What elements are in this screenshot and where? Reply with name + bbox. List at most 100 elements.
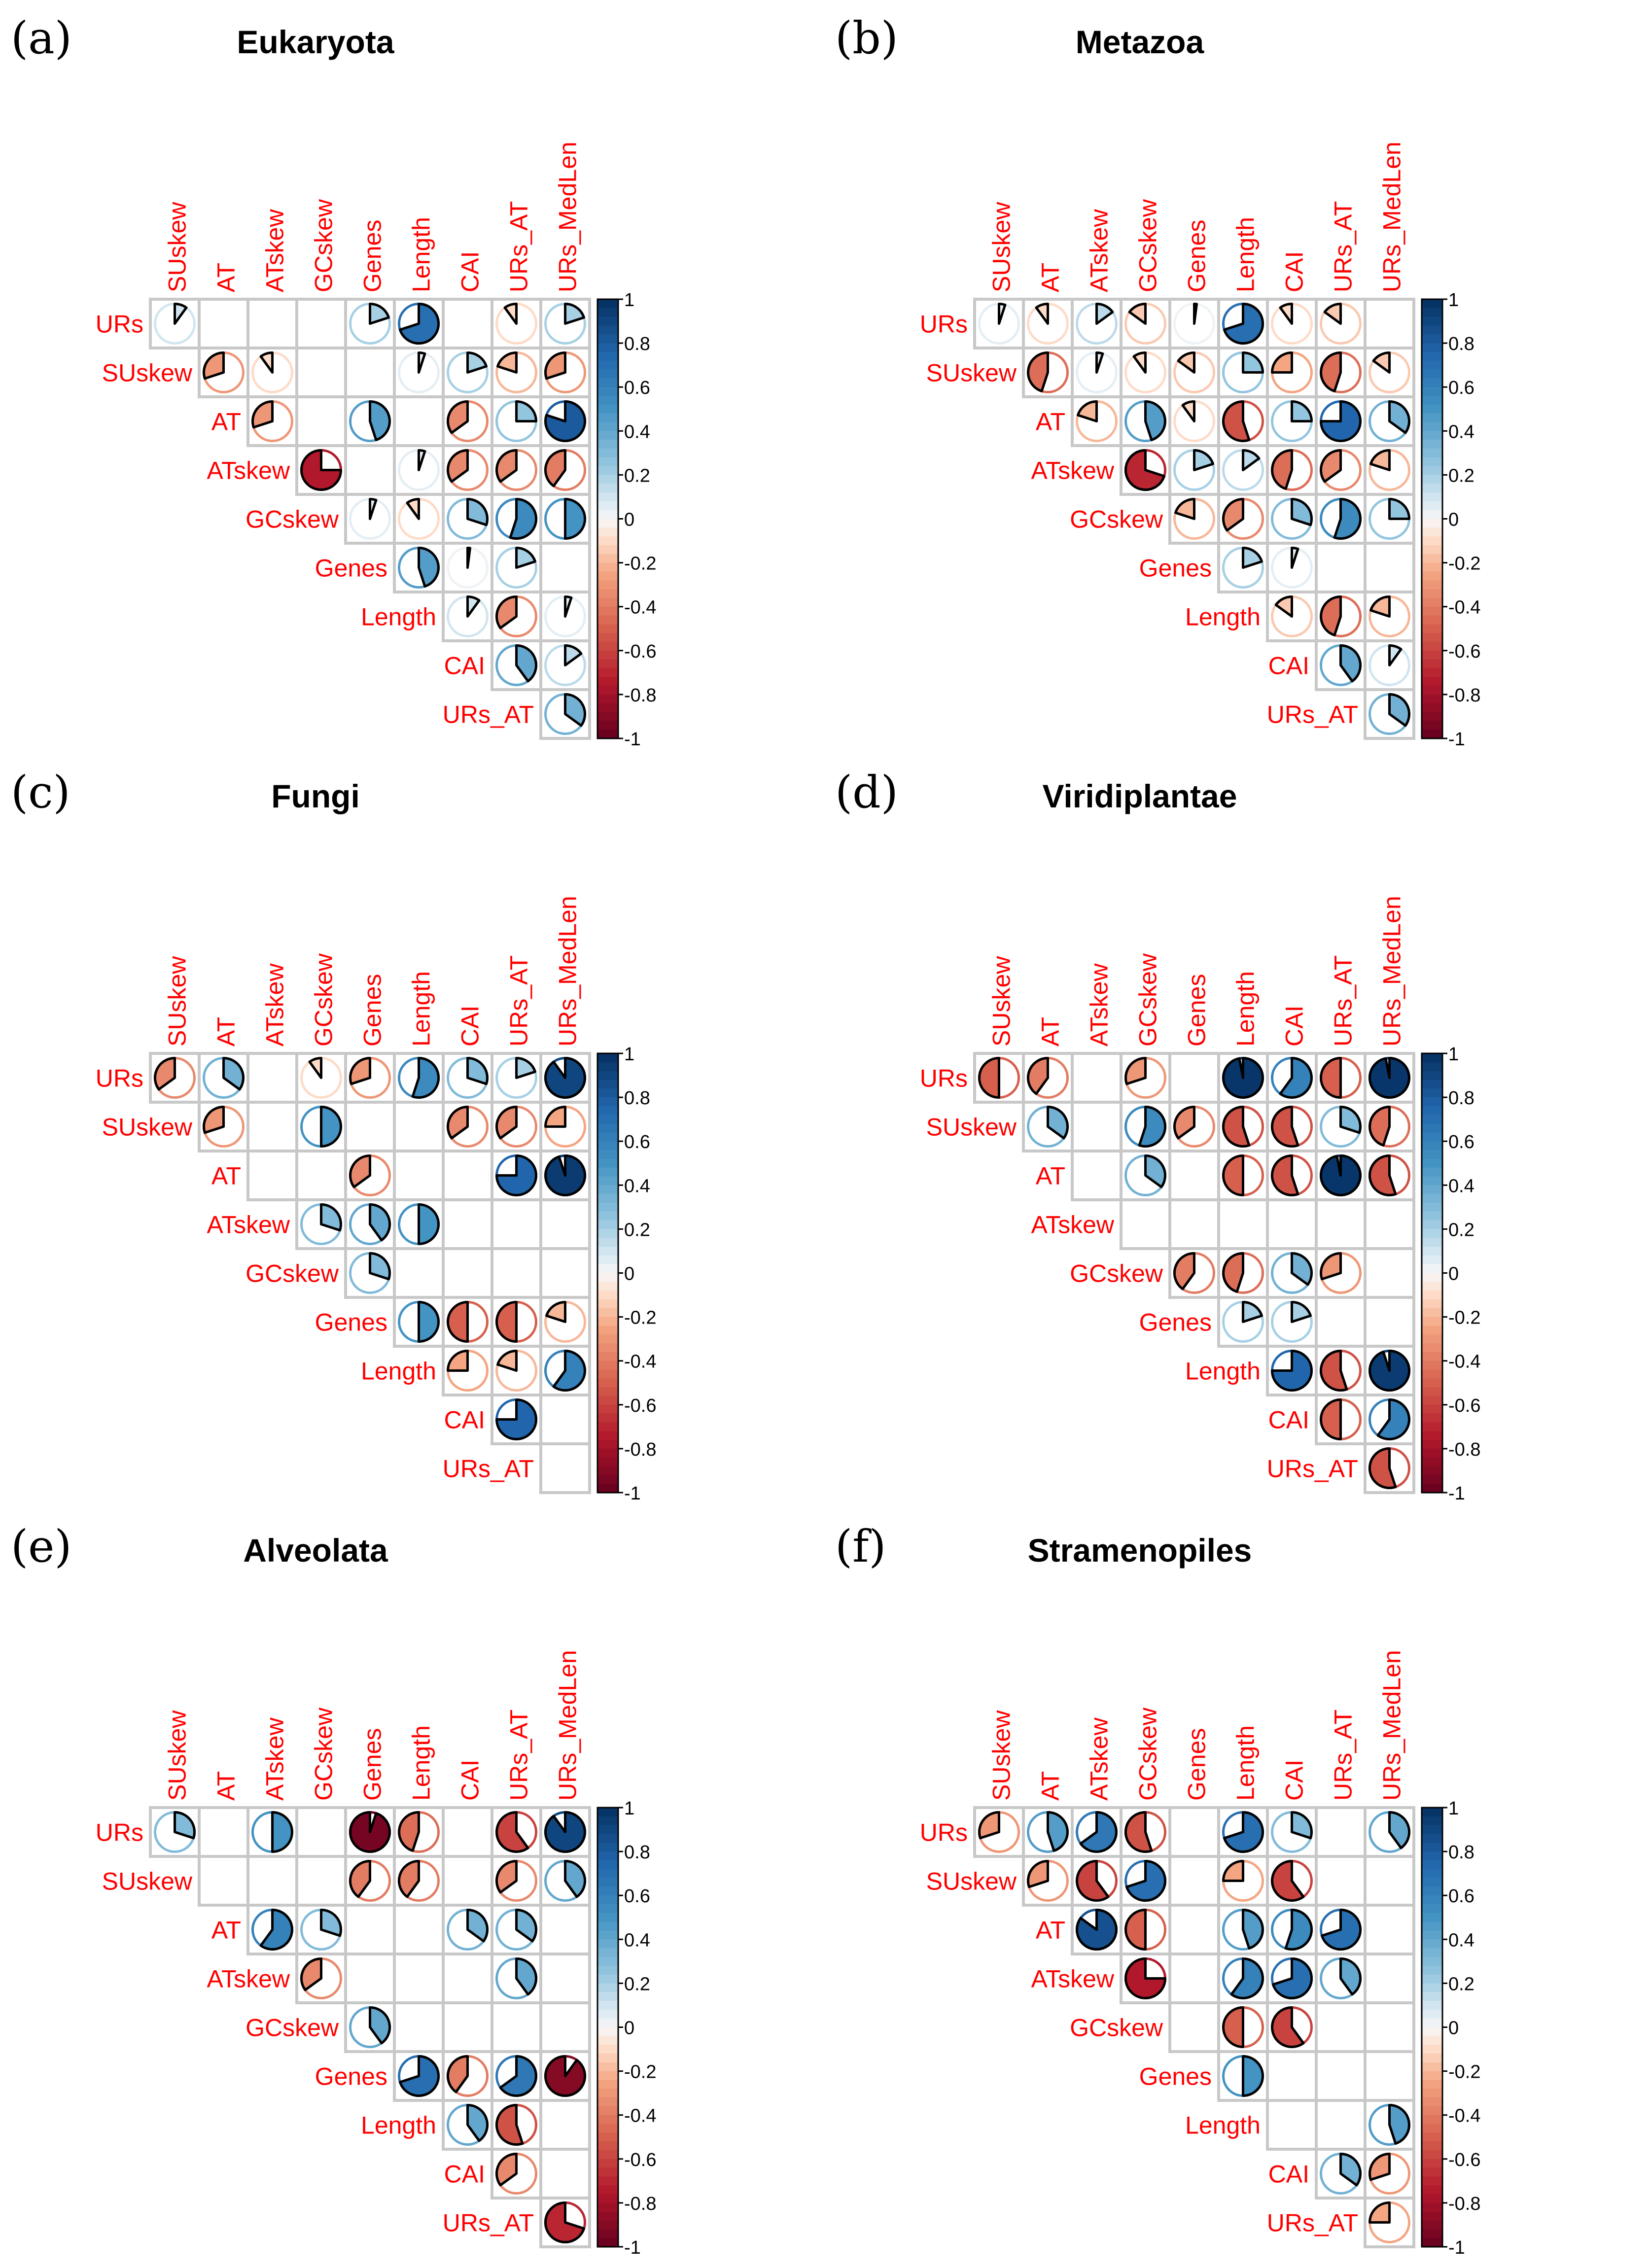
colorbar-segment [1422,1895,1442,1905]
row-label: AT [211,1917,241,1944]
colorbar-segment [1422,1150,1442,1159]
row-label: GCskew [246,2014,339,2042]
correlation-pie [1368,2201,1391,2224]
correlation-pie [1368,1106,1391,1147]
colorbar-segment [597,396,618,405]
colorbar-tick-label: 0.2 [624,1974,650,1994]
colorbar-segment [597,1422,618,1432]
colorbar-tick-label: 0 [624,510,634,530]
correlation-pie [466,351,488,374]
colorbar-segment [1422,1264,1442,1274]
colorbar-segment [597,351,618,361]
row-label: URs [920,1819,968,1847]
colorbar-segment [597,299,618,309]
colorbar-segment [1422,475,1442,485]
colorbar-segment [597,510,618,520]
colorbar-segment [597,650,618,660]
colorbar-segment [597,1475,618,1484]
correlation-pie [1319,1349,1348,1392]
correlation-pie [515,547,536,569]
colorbar-tick-label: -0.4 [1448,597,1480,618]
colorbar-segment [597,1939,618,1949]
column-label: GCskew [310,953,338,1047]
matrix-cell [295,1806,347,1858]
colorbar-tick-label: -1 [1448,729,1465,750]
colorbar-tick-label: -1 [1448,1483,1465,1504]
correlation-pie [1223,1811,1264,1853]
matrix-cell [295,1150,347,1201]
correlation-pie [515,1909,538,1943]
panel-metazoa: (b) Metazoa SUskew AT ATskew GCskew Genes Lengt… [835,12,1480,750]
correlation-pie [496,351,518,374]
colorbar-segment [1422,1202,1442,1212]
colorbar-segment [1422,580,1442,590]
colorbar-tick-label: 1 [1448,1044,1459,1065]
column-label: SUskew [164,956,191,1047]
colorbar-segment [1422,1238,1442,1247]
colorbar-segment [597,1466,618,1476]
colorbar-segment [597,1185,618,1194]
panel-label: (d) [835,767,898,818]
colorbar-segment [597,2132,618,2142]
colorbar-segment [1422,589,1442,598]
column-label: CAI [1281,1006,1308,1047]
colorbar-segment [597,686,618,695]
colorbar-tick-label: -0.6 [1448,641,1480,662]
correlation-pie [1222,2006,1244,2048]
colorbar-segment [597,466,618,476]
colorbar-segment [1422,2159,1442,2168]
row-label: Length [361,603,436,631]
colorbar-segment [597,1317,618,1326]
correlation-pie [1291,498,1313,526]
correlation-pie [1124,1811,1153,1853]
row-label: Length [361,2112,436,2139]
colorbar-segment [597,1930,618,1940]
colorbar-segment [597,1220,618,1230]
row-label: ATskew [1031,1965,1114,1993]
colorbar-segment [597,2185,618,2195]
colorbar-segment [1422,360,1442,370]
colorbar-tick-label: 0.4 [1448,1930,1474,1951]
colorbar-segment [1422,686,1442,695]
colorbar-segment [1422,536,1442,546]
colorbar-segment [1422,351,1442,361]
colorbar-tick-label: 0.2 [1448,1220,1474,1240]
colorbar-tick-label: 0 [624,2018,634,2039]
matrix-cell [1266,2050,1318,2102]
colorbar-tick-label: -1 [624,1483,641,1504]
correlation-pie [1124,1057,1147,1085]
colorbar-tick-label: -0.4 [624,597,656,618]
matrix-cell [442,1247,493,1299]
row-label: URs_AT [443,2209,534,2237]
matrix-cell [1168,1904,1220,1955]
matrix-cell [1168,1953,1220,2004]
colorbar-tick-label: 0.2 [624,1220,650,1240]
colorbar-segment [1422,1851,1442,1861]
matrix-cell [1315,2099,1367,2151]
colorbar-segment [1422,1167,1442,1177]
matrix-cell [344,1101,396,1152]
column-label: GCskew [310,1707,338,1801]
matrix-cell [393,395,445,447]
correlation-pie [259,1909,293,1951]
colorbar-tick-label: -0.6 [624,641,656,662]
colorbar-segment [1422,545,1442,555]
column-label: GCskew [1134,199,1162,292]
correlation-pie [495,1860,518,1894]
matrix-cell [1315,1855,1367,1907]
colorbar-tick-label: 0.6 [624,1886,650,1907]
correlation-pie [495,1301,518,1343]
correlation-pie [1272,1957,1313,1999]
row-label: ATskew [207,1211,290,1239]
row-label: Length [1185,1358,1261,1385]
colorbar-segment [1422,1255,1442,1265]
matrix-cell [442,2001,493,2053]
correlation-pie [1320,351,1342,392]
correlation-pie [349,1860,371,1898]
colorbar-segment [597,545,618,555]
panel-fungi: (c) Fungi SUskew AT ATskew GCskew Genes Length C… [11,767,656,1504]
correlation-pie [1193,302,1198,325]
colorbar-segment [597,703,618,713]
correlation-pie [466,546,471,569]
correlation-pie [1369,595,1391,618]
